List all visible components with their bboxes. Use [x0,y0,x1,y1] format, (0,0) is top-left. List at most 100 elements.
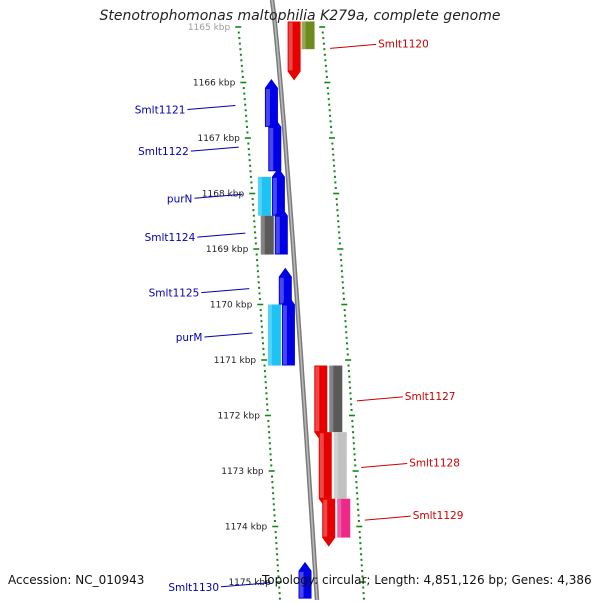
backbone-shadow [269,0,320,601]
outer-minor-tick [334,186,337,189]
map-title: Stenotrophomonas maltophilia K279a, comp… [99,8,501,24]
Smlt1121-gene [264,79,278,127]
outer-minor-tick [346,342,349,345]
inner-minor-tick [273,519,276,522]
inner-minor-tick [263,364,266,367]
outer-minor-tick [353,447,356,450]
gene-arrow [314,365,328,442]
gene-arrow [278,267,292,305]
ruler-tick-label: 1170 kbp [210,301,253,311]
inner-minor-tick [246,125,249,128]
Smlt1128-label-group: Smlt1128 [361,457,460,469]
outer-minor-tick [352,431,355,434]
outer-minor-tick [328,109,331,112]
inner-minor-tick [256,270,259,273]
Smlt1127-gene [314,365,328,442]
inner-minor-tick [254,236,257,239]
inner-minor-tick [240,59,243,62]
leader-line [361,462,408,468]
inner-minor-tick [260,314,263,317]
ruler-tick-label: 1173 kbp [221,467,264,477]
Smlt1121-label-group: Smlt1121 [135,104,236,116]
outer-minor-tick [361,575,364,578]
outer-minor-tick [361,569,364,572]
gene-arrow-highlight [288,22,293,71]
inner-minor-tick [253,225,256,228]
outer-minor-tick [323,53,326,56]
gene-arrow-highlight [272,177,277,215]
outer-minor-tick [357,514,360,517]
outer-minor-tick [353,453,356,456]
inner-minor-tick [249,170,252,173]
inner-minor-tick [251,198,254,201]
Smlt1125-label-group: Smlt1125 [149,288,250,300]
gene-arrow-highlight [323,499,328,537]
outer-minor-tick [345,331,348,334]
inner-minor-tick [241,70,244,73]
cog-highlight [260,215,265,255]
inner-minor-tick [245,114,248,117]
outer-minor-tick [357,519,360,522]
cog-block-gene [337,498,351,538]
inner-minor-tick [270,464,273,467]
outer-minor-tick [346,353,349,356]
cog-block-gene [260,215,274,255]
gene-arrow [281,295,295,366]
gene-arrow-highlight [279,277,284,304]
outer-minor-tick [348,381,351,384]
inner-minor-tick [248,153,251,156]
inner-minor-tick [269,447,272,450]
outer-minor-tick [333,170,336,173]
outer-minor-tick [352,442,355,445]
gene-arrow-highlight [319,433,324,498]
inner-minor-tick [242,87,245,90]
cog-block-gene [329,365,343,433]
inner-minor-tick [238,37,241,40]
inner-minor-tick [278,592,281,595]
outer-minor-tick [332,159,335,162]
accession-text: Accession: NC_010943 [8,573,145,587]
ruler-tick-label: 1165 kbp [188,23,231,33]
outer-minor-tick [336,203,339,206]
gene-arrow-highlight [269,127,274,171]
inner-minor-tick [266,408,269,411]
inner-minor-tick [269,458,272,461]
Smlt1129-gene [322,498,336,547]
cog-highlight [333,432,338,499]
outer-minor-tick [330,131,333,134]
inner-minor-tick [244,103,247,106]
inner-minor-tick [262,342,265,345]
outer-minor-tick [359,547,362,550]
inner-minor-tick [237,31,240,34]
gene-arrow [287,21,301,81]
inner-minor-tick [245,120,248,123]
ruler-tick-label: 1168 kbp [202,190,245,200]
inner-minor-tick [258,297,261,300]
outer-minor-tick [356,503,359,506]
outer-minor-tick [342,286,345,289]
inner-minor-tick [252,209,255,212]
inner-minor-tick [246,131,249,134]
inner-minor-tick [270,475,273,478]
outer-minor-tick [324,59,327,62]
inner-minor-tick [250,186,253,189]
cog-highlight [337,498,342,538]
Smlt1122-label-group: Smlt1122 [138,146,239,158]
outer-minor-tick [360,564,363,567]
inner-minor-tick [249,175,252,178]
outer-minor-tick [331,142,334,145]
purM-gene [281,295,295,366]
ruler-tick-label: 1171 kbp [214,356,257,366]
outer-minor-tick [356,492,359,495]
inner-minor-tick [268,431,271,434]
outer-minor-tick [359,542,362,545]
inner-minor-tick [260,320,263,323]
Smlt1124-label-group: Smlt1124 [145,232,246,244]
inner-minor-tick [247,142,250,145]
cog-highlight [301,21,306,50]
outer-minor-tick [338,236,341,239]
ruler-tick-label: 1172 kbp [218,412,261,422]
inner-minor-tick [275,542,278,545]
outer-minor-tick [358,536,361,539]
outer-minor-tick [355,481,358,484]
